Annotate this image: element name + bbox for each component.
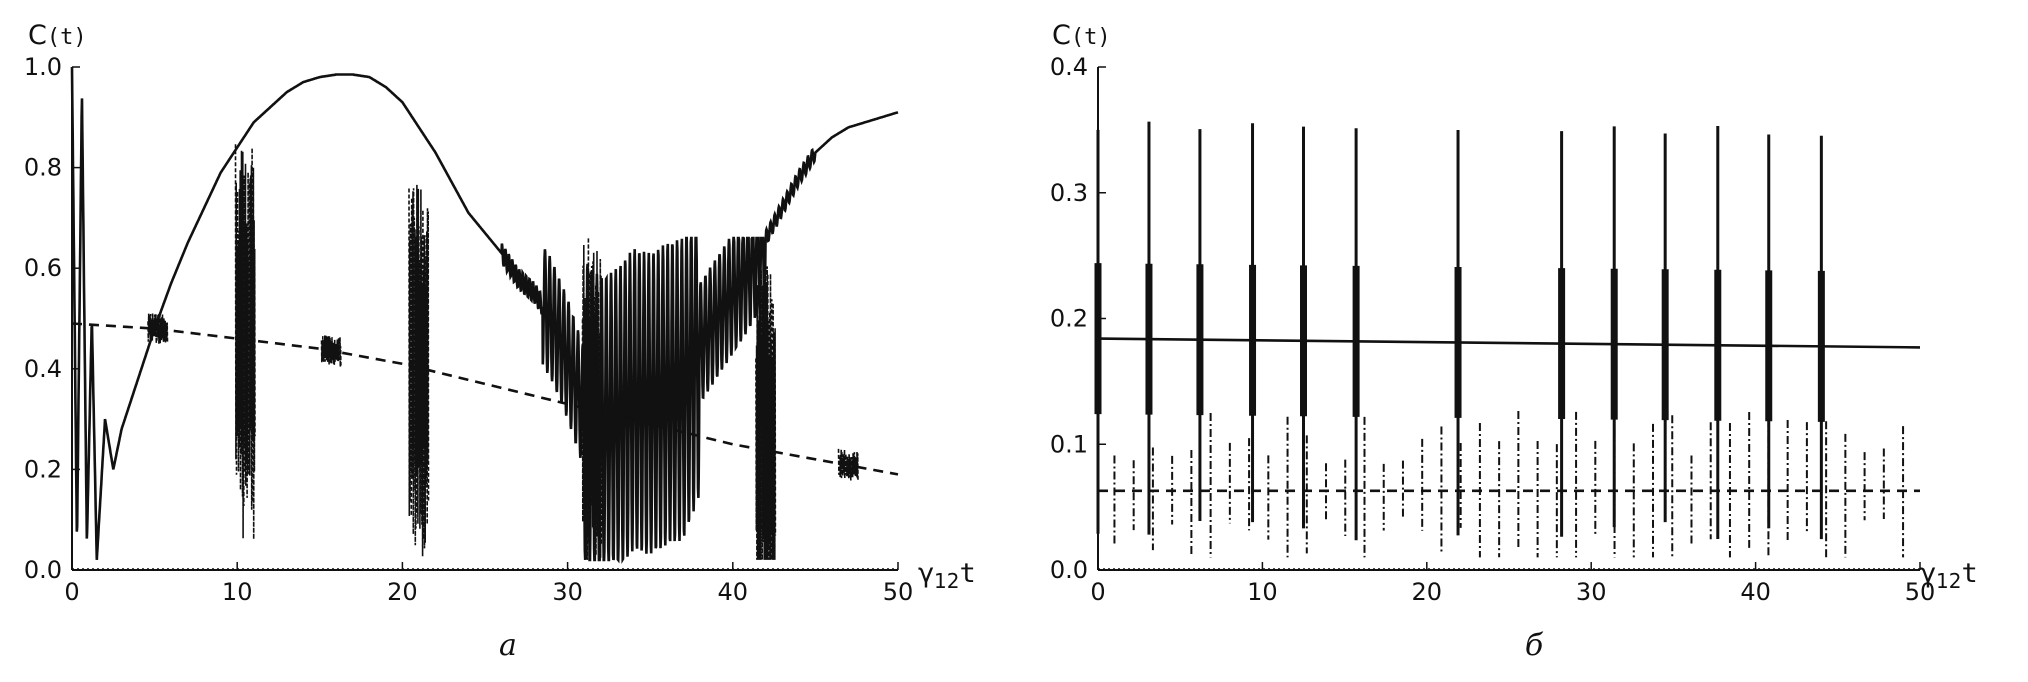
panel-a-dashed-burst	[234, 144, 256, 540]
panel-b-xtick-label: 50	[1905, 578, 1936, 606]
panel-a-ytick-label: 0.2	[24, 455, 62, 483]
panel-a-dashed-burst	[837, 448, 859, 481]
panel-a-xtick-label: 0	[64, 578, 79, 606]
panel-a-dashed-burst	[408, 184, 430, 557]
panel-b-ytick-label: 0.3	[1050, 179, 1088, 207]
panel-a-xtick-label: 10	[222, 578, 253, 606]
panel-a-xtick-label: 20	[387, 578, 418, 606]
panel-a-dashed-burst	[320, 335, 342, 367]
panel-b-xtick-label: 10	[1247, 578, 1278, 606]
panel-a: 0 10 20 30 40 500.00.20.40.60.81.0 C(t) γ12t …	[24, 20, 976, 663]
panel-a-dashed-burst	[581, 237, 603, 560]
panel-b-xtick-label: 0	[1090, 578, 1105, 606]
panel-a-series-solid-line	[70, 66, 899, 564]
panel-b: 0 10 20 30 40 50 0.0 0.1 0.2 0.3 0.4 C(t) γ12t б	[1050, 20, 1978, 663]
panel-b-xtick-label: 30	[1576, 578, 1607, 606]
panel-b-series-solid-line	[1097, 337, 1921, 349]
panel-a-ytick-label: 0.0	[24, 556, 62, 584]
panel-b-ytick-label: 0.2	[1050, 305, 1088, 333]
panel-b-xtick-label: 40	[1740, 578, 1771, 606]
panel-a-xtick-label: 40	[718, 578, 749, 606]
panel-b-ytick-label: 0.4	[1050, 53, 1088, 81]
panel-a-xtick-label: 50	[883, 578, 914, 606]
panel-b-ytick-label: 0.0	[1050, 556, 1088, 584]
panel-a-ytick-label: 1.0	[24, 53, 62, 81]
panel-b-marks	[1094, 121, 1921, 570]
panel-a-xtick-label: 30	[552, 578, 583, 606]
panel-b-label: б	[1525, 628, 1544, 663]
panel-a-ylabel: C(t)	[28, 20, 87, 51]
panel-a-ytick-label: 0.4	[24, 355, 62, 383]
panel-a-marks	[70, 66, 899, 570]
panel-b-xtick-label: 20	[1412, 578, 1443, 606]
panel-a-dashed-burst	[147, 313, 169, 344]
panel-a-label: а	[499, 628, 517, 663]
panel-a-ytick-label: 0.8	[24, 154, 62, 182]
panel-b-ylabel: C(t)	[1052, 20, 1111, 51]
panel-a-ytick-label: 0.6	[24, 254, 62, 282]
panel-a-dashed-burst	[755, 265, 777, 560]
panel-b-ytick-label: 0.1	[1050, 430, 1088, 458]
panel-b-ticks: 0 10 20 30 40 50 0.0 0.1 0.2 0.3 0.4	[1050, 53, 1935, 606]
panel-b-xlabel: γ12t	[1920, 558, 1978, 593]
panel-a-xlabel: γ12t	[918, 558, 976, 593]
panel-a-ticks: 0 10 20 30 40 50 0.0 0.2 0.4 0.6 0.8 1.0	[24, 53, 913, 606]
